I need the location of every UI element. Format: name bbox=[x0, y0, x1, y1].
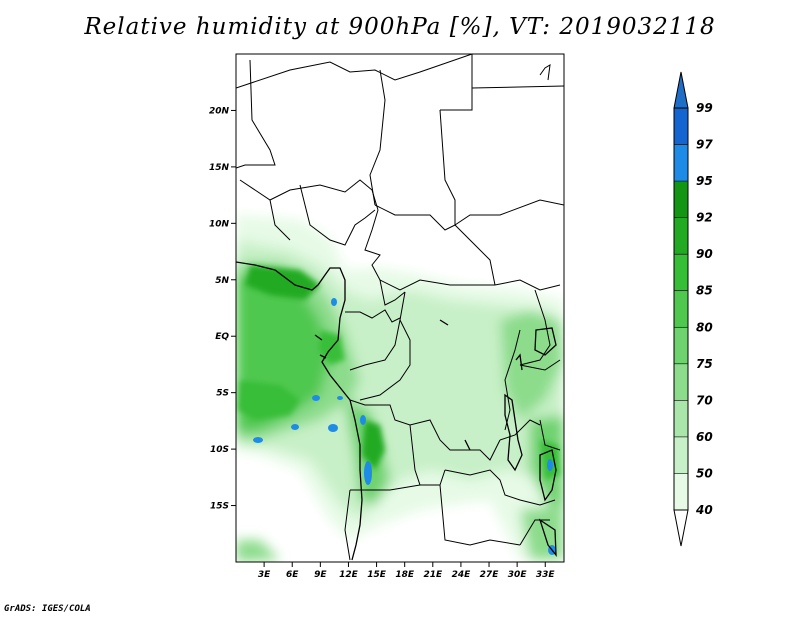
lat-tick-label: 10S bbox=[210, 445, 229, 455]
grads-credit: GrADS: IGES/COLA bbox=[4, 604, 91, 614]
lon-tick-label: 15E bbox=[367, 570, 387, 580]
colorbar-label: 60 bbox=[696, 430, 713, 444]
colorbar-segment bbox=[674, 108, 688, 145]
lat-tick-label: EQ bbox=[215, 332, 229, 342]
lon-tick-label: 6E bbox=[286, 570, 299, 580]
colorbar-label: 90 bbox=[696, 247, 713, 261]
lat-tick-label: 15S bbox=[210, 502, 229, 512]
map-frame bbox=[235, 53, 565, 563]
colorbar-bottom-arrow bbox=[673, 509, 689, 547]
lat-tick-label: 10N bbox=[209, 219, 230, 229]
lat-tick-label: 20N bbox=[209, 106, 230, 116]
colorbar-segment bbox=[674, 217, 688, 255]
colorbar-label: 92 bbox=[696, 211, 713, 225]
lon-tick-label: 30E bbox=[508, 570, 528, 580]
lat-tick-label: 15N bbox=[209, 163, 230, 173]
lat-tick-label: 5N bbox=[215, 276, 229, 286]
colorbar-label: 75 bbox=[696, 357, 713, 371]
colorbar-label: 80 bbox=[696, 320, 713, 334]
lon-tick-label: 24E bbox=[452, 570, 472, 580]
color-scale-bar: 40 50 60 70 75 80 85 90 92 95 97 99 bbox=[673, 71, 713, 547]
colorbar-segment bbox=[674, 436, 688, 474]
lon-tick-label: 12E bbox=[339, 570, 359, 580]
lon-tick-label: 18E bbox=[395, 570, 415, 580]
lon-tick-label: 9E bbox=[314, 570, 327, 580]
colorbar-top-arrow bbox=[673, 71, 689, 109]
colorbar-label: 85 bbox=[696, 284, 713, 298]
colorbar-segment bbox=[674, 181, 688, 218]
colorbar-segment bbox=[674, 144, 688, 182]
lon-tick-label: 21E bbox=[423, 570, 443, 580]
humidity-field bbox=[236, 54, 564, 562]
latitude-axis: 20N 15N 10N 5N EQ 5S 10S 15S bbox=[209, 106, 236, 512]
colorbar-label: 95 bbox=[696, 174, 713, 188]
longitude-axis: 3E 6E 9E 12E 15E 18E 21E 24E 27E 30E 33E bbox=[258, 562, 556, 580]
colorbar-segment bbox=[674, 290, 688, 328]
map-title: Relative humidity at 900hPa [%], VT: 201… bbox=[84, 14, 716, 40]
colorbar-frame bbox=[673, 107, 689, 511]
colorbar-segment bbox=[674, 327, 688, 364]
lon-tick-label: 33E bbox=[536, 570, 556, 580]
colorbar-label: 70 bbox=[696, 393, 713, 407]
colorbar-segment bbox=[674, 400, 688, 437]
colorbar-label: 50 bbox=[696, 466, 713, 480]
coastline bbox=[236, 261, 557, 561]
colorbar-label: 40 bbox=[695, 503, 713, 517]
lat-tick-label: 5S bbox=[216, 389, 229, 399]
colorbar-label: 99 bbox=[696, 101, 713, 115]
colorbar-label: 97 bbox=[696, 138, 713, 152]
lon-tick-label: 3E bbox=[258, 570, 271, 580]
lon-tick-label: 27E bbox=[480, 570, 500, 580]
colorbar-segment bbox=[674, 473, 688, 510]
colorbar-segment bbox=[674, 254, 688, 291]
colorbar-segment bbox=[674, 363, 688, 401]
country-borders bbox=[236, 54, 564, 561]
